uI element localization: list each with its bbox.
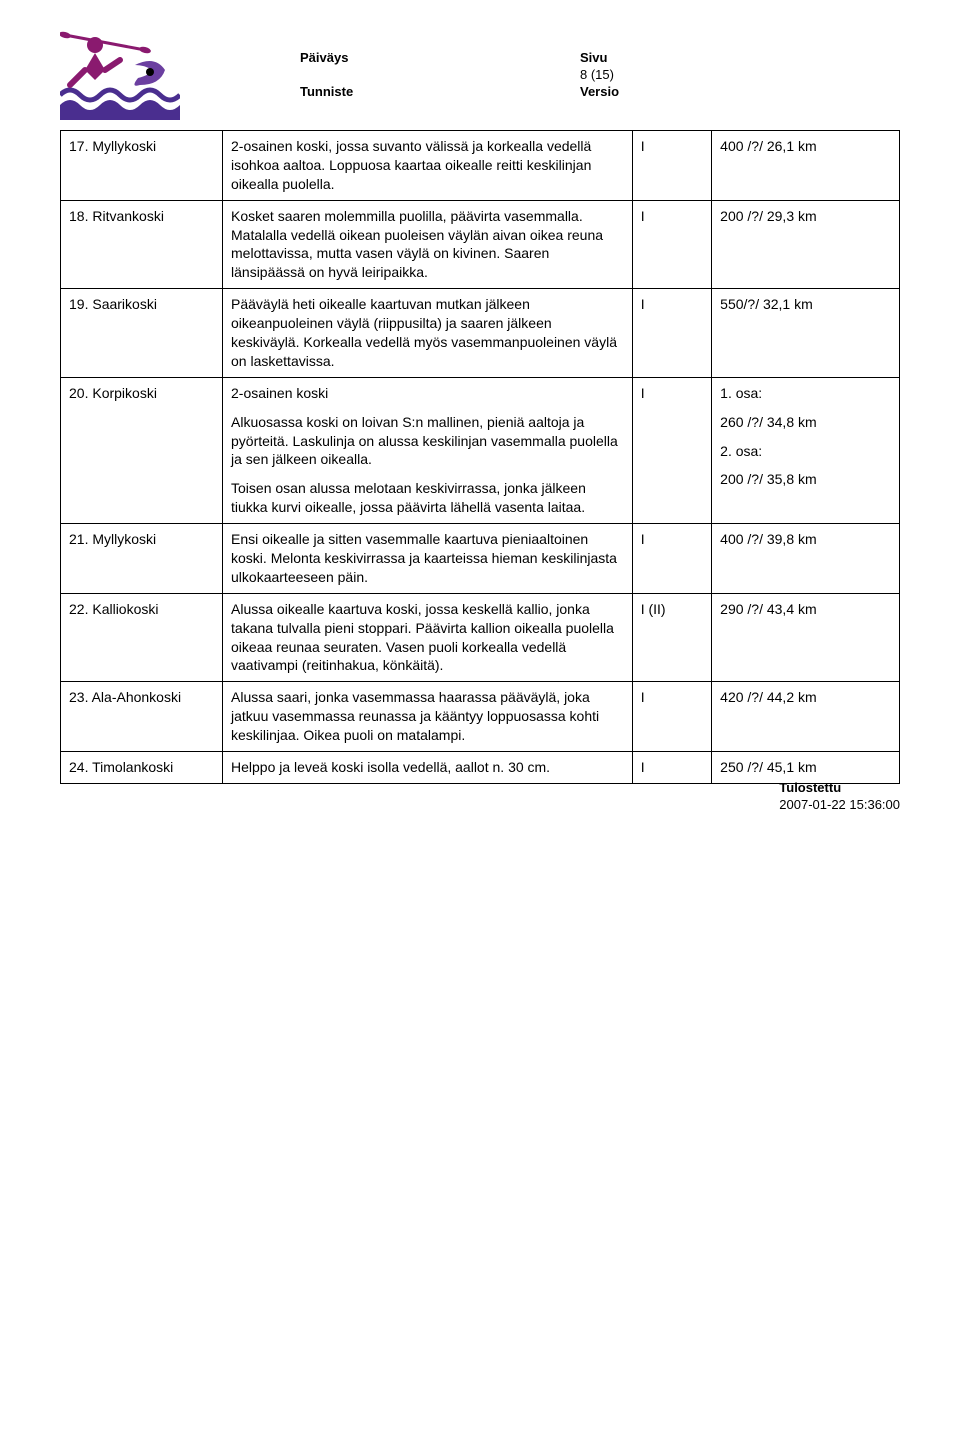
document-page: Päiväys Sivu 8 (15) Tunniste Versio 17. … [0,0,960,834]
table-row: 17. Myllykoski2-osainen koski, jossa suv… [61,131,900,201]
table-row: 20. Korpikoski2-osainen koskiAlkuosassa … [61,377,900,523]
rapid-description: Pääväylä heti oikealle kaartuvan mutkan … [223,289,633,378]
rapid-grade: I [632,200,711,289]
rapid-distance: 420 /?/ 44,2 km [712,682,900,752]
footer-timestamp: 2007-01-22 15:36:00 [779,797,900,814]
footer-label: Tulostettu [779,780,900,797]
rapid-distance: 400 /?/ 26,1 km [712,131,900,201]
table-row: 19. SaarikoskiPääväylä heti oikealle kaa… [61,289,900,378]
label-tunniste: Tunniste [300,84,580,99]
rapids-table: 17. Myllykoski2-osainen koski, jossa suv… [60,130,900,784]
label-sivu: Sivu [580,50,700,65]
rapid-name: 19. Saarikoski [61,289,223,378]
rapid-distance: 550/?/ 32,1 km [712,289,900,378]
footer: Tulostettu 2007-01-22 15:36:00 [779,780,900,814]
label-versio: Versio [580,84,700,99]
rapid-description: Kosket saaren molemmilla puolilla, päävi… [223,200,633,289]
rapid-distance: 400 /?/ 39,8 km [712,524,900,594]
rapid-grade: I [632,752,711,784]
table-row: 23. Ala-AhonkoskiAlussa saari, jonka vas… [61,682,900,752]
rapid-name: 18. Ritvankoski [61,200,223,289]
page-number: 8 (15) [580,67,700,82]
rapid-description: Ensi oikealle ja sitten vasemmalle kaart… [223,524,633,594]
logo [60,30,180,120]
rapid-grade: I (II) [632,593,711,682]
rapid-description: Alussa saari, jonka vasemmassa haarassa … [223,682,633,752]
header-metadata: Päiväys Sivu 8 (15) Tunniste Versio [300,50,900,101]
page-header: Päiväys Sivu 8 (15) Tunniste Versio [60,30,900,120]
rapid-grade: I [632,377,711,523]
logo-svg [60,30,180,120]
rapid-name: 21. Myllykoski [61,524,223,594]
rapid-distance: 250 /?/ 45,1 km [712,752,900,784]
rapid-name: 22. Kalliokoski [61,593,223,682]
rapid-distance: 200 /?/ 29,3 km [712,200,900,289]
label-paivays: Päiväys [300,50,580,65]
rapid-name: 24. Timolankoski [61,752,223,784]
rapid-grade: I [632,289,711,378]
rapid-description: 2-osainen koski, jossa suvanto välissä j… [223,131,633,201]
table-row: 22. KalliokoskiAlussa oikealle kaartuva … [61,593,900,682]
rapid-distance: 290 /?/ 43,4 km [712,593,900,682]
table-row: 24. TimolankoskiHelppo ja leveä koski is… [61,752,900,784]
table-row: 18. RitvankoskiKosket saaren molemmilla … [61,200,900,289]
rapid-grade: I [632,131,711,201]
rapid-name: 20. Korpikoski [61,377,223,523]
table-row: 21. MyllykoskiEnsi oikealle ja sitten va… [61,524,900,594]
rapid-name: 23. Ala-Ahonkoski [61,682,223,752]
rapid-description: Alussa oikealle kaartuva koski, jossa ke… [223,593,633,682]
rapid-description: 2-osainen koskiAlkuosassa koski on loiva… [223,377,633,523]
rapid-grade: I [632,682,711,752]
rapid-grade: I [632,524,711,594]
rapid-distance: 1. osa:260 /?/ 34,8 km2. osa:200 /?/ 35,… [712,377,900,523]
rapid-name: 17. Myllykoski [61,131,223,201]
rapid-description: Helppo ja leveä koski isolla vedellä, aa… [223,752,633,784]
